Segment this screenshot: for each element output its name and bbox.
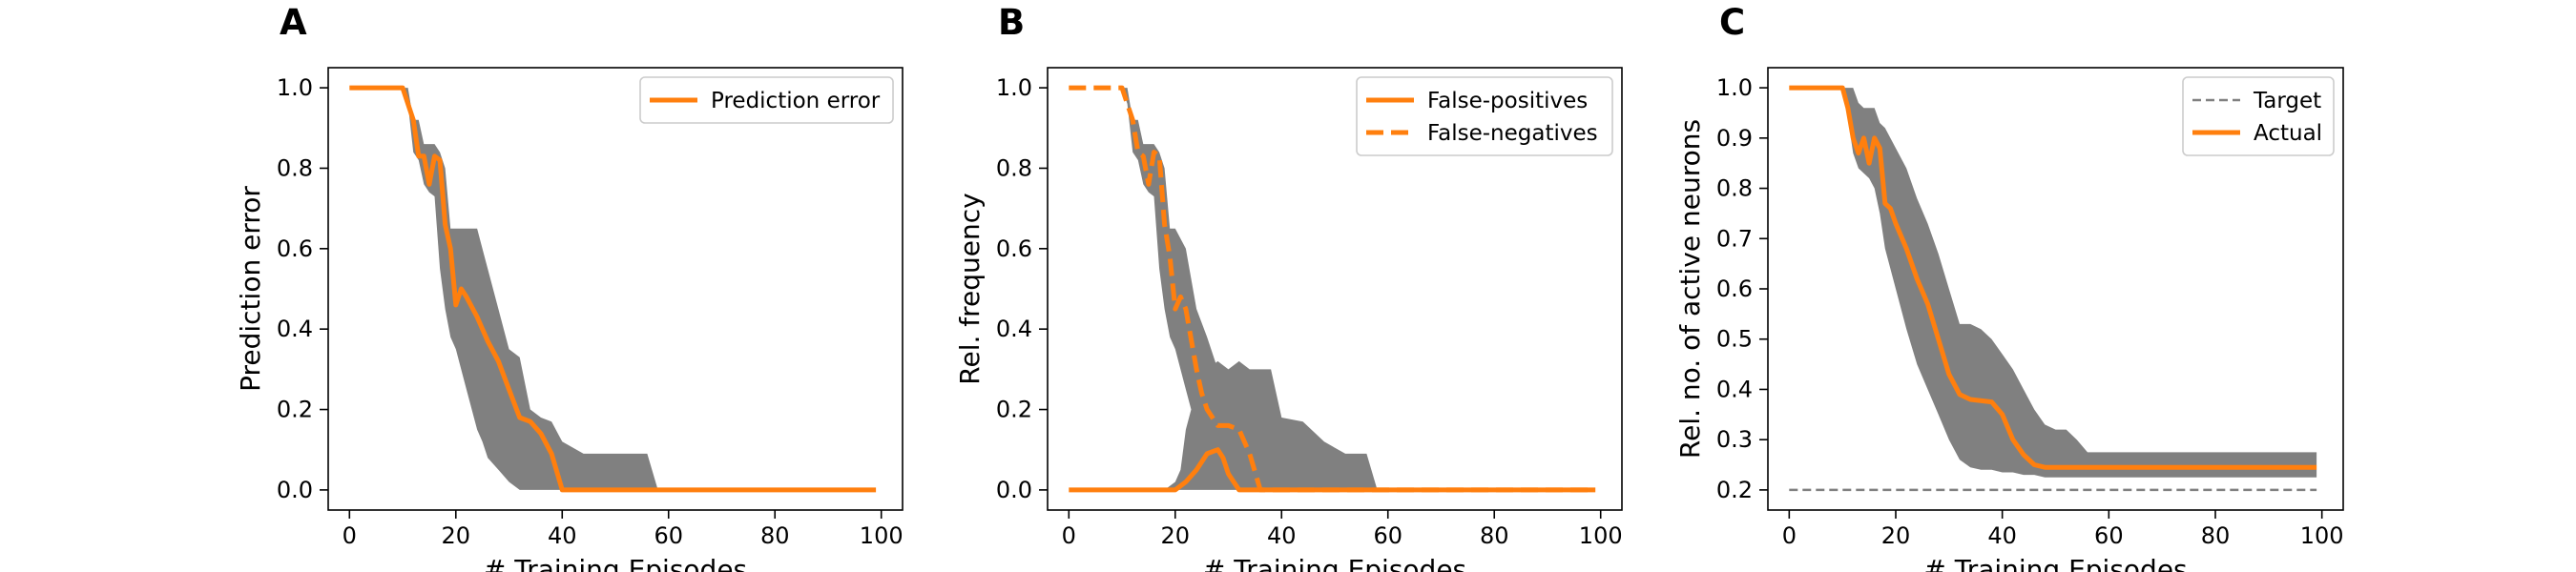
axes-frame-a bbox=[327, 67, 904, 511]
y-axis-label-a: Prediction error bbox=[235, 186, 266, 392]
x-tick-label-a-40: 40 bbox=[548, 522, 577, 549]
x-tick-label-b-40: 40 bbox=[1267, 522, 1297, 549]
series-line-c-1 bbox=[1789, 85, 2317, 470]
legend-label-a-0: Prediction error bbox=[711, 89, 881, 113]
series-line-a-0 bbox=[349, 85, 877, 493]
y-axis-label-c: Rel. no. of active neurons bbox=[1674, 119, 1706, 459]
y-tick-label-a-5: 1.0 bbox=[277, 74, 313, 101]
y-tick-label-a-0: 0.0 bbox=[277, 477, 313, 503]
axes-frame-b bbox=[1047, 67, 1623, 511]
y-tick-label-b-4: 0.8 bbox=[996, 154, 1032, 181]
y-tick-label-c-5: 0.7 bbox=[1716, 225, 1753, 252]
x-axis-label-a: # Training Episodes bbox=[484, 554, 747, 572]
x-tick-label-a-100: 100 bbox=[860, 522, 904, 549]
y-tick-label-a-1: 0.2 bbox=[277, 397, 313, 423]
x-tick-label-c-20: 20 bbox=[1881, 522, 1911, 549]
legend-label-b-1: False-negatives bbox=[1427, 121, 1598, 146]
x-tick-label-c-100: 100 bbox=[2300, 522, 2344, 549]
y-tick-label-c-7: 0.9 bbox=[1716, 125, 1753, 152]
chart-panel-b: 0 20 40 60 80 100 0.0 0.2 0.4 0.6 0.8 1.0 # Training… bbox=[954, 67, 1623, 572]
chart-panel-a: 0 20 40 60 80 100 0.0 0.2 0.4 0.6 0.8 1.0 # Training… bbox=[235, 67, 904, 572]
legend-a bbox=[639, 76, 894, 124]
x-tick-label-b-0: 0 bbox=[1062, 522, 1076, 549]
panel-letter-b: B bbox=[998, 2, 1025, 43]
x-tick-label-b-20: 20 bbox=[1161, 522, 1191, 549]
y-tick-label-c-8: 1.0 bbox=[1716, 74, 1753, 101]
y-axis-label-b: Rel. frequency bbox=[954, 193, 986, 384]
chart-panel-c: 0 20 40 60 80 100 0.2 0.3 0.4 0.5 0.6 0.7 0.8 0.9 1.0 #… bbox=[1674, 67, 2344, 572]
y-tick-label-b-3: 0.6 bbox=[996, 235, 1032, 262]
x-tick-label-a-60: 60 bbox=[654, 522, 683, 549]
y-tick-label-b-2: 0.4 bbox=[996, 316, 1032, 342]
x-tick-label-a-20: 20 bbox=[442, 522, 471, 549]
legend-label-b-0: False-positives bbox=[1427, 89, 1588, 113]
legend-label-c-1: Actual bbox=[2254, 121, 2322, 146]
x-axis-label-b: # Training Episodes bbox=[1203, 554, 1466, 572]
x-tick-label-c-60: 60 bbox=[2094, 522, 2124, 549]
x-tick-label-a-0: 0 bbox=[343, 522, 357, 549]
y-tick-label-a-2: 0.4 bbox=[277, 316, 313, 342]
y-tick-label-c-4: 0.6 bbox=[1716, 276, 1753, 302]
y-tick-label-b-5: 1.0 bbox=[996, 74, 1032, 101]
y-tick-label-c-0: 0.2 bbox=[1716, 477, 1753, 503]
y-tick-label-a-4: 0.8 bbox=[277, 154, 313, 181]
legend-b bbox=[1356, 76, 1613, 156]
y-tick-label-a-3: 0.6 bbox=[277, 235, 313, 262]
panel-letter-a: A bbox=[280, 2, 307, 43]
x-tick-label-a-80: 80 bbox=[760, 522, 790, 549]
band-c-0 bbox=[1789, 88, 2317, 478]
band-a-0 bbox=[349, 88, 877, 490]
x-axis-label-c: # Training Episodes bbox=[1923, 554, 2187, 572]
y-tick-label-c-2: 0.4 bbox=[1716, 376, 1753, 402]
y-tick-label-b-1: 0.2 bbox=[996, 397, 1032, 423]
x-tick-label-b-60: 60 bbox=[1373, 522, 1402, 549]
y-tick-label-c-3: 0.5 bbox=[1716, 326, 1753, 353]
y-tick-label-b-0: 0.0 bbox=[996, 477, 1032, 503]
x-tick-label-b-80: 80 bbox=[1480, 522, 1509, 549]
x-tick-label-c-80: 80 bbox=[2201, 522, 2231, 549]
panel-letter-c: C bbox=[1719, 2, 1745, 43]
x-tick-label-c-40: 40 bbox=[1987, 522, 2017, 549]
legend-c bbox=[2182, 76, 2335, 156]
x-tick-label-b-100: 100 bbox=[1579, 522, 1623, 549]
series-line-b-1 bbox=[1069, 85, 1596, 493]
band-b-1 bbox=[1069, 360, 1596, 490]
x-tick-label-c-0: 0 bbox=[1782, 522, 1797, 549]
y-tick-label-c-6: 0.8 bbox=[1716, 175, 1753, 202]
legend-label-c-0: Target bbox=[2253, 89, 2321, 113]
y-tick-label-c-1: 0.3 bbox=[1716, 426, 1753, 453]
